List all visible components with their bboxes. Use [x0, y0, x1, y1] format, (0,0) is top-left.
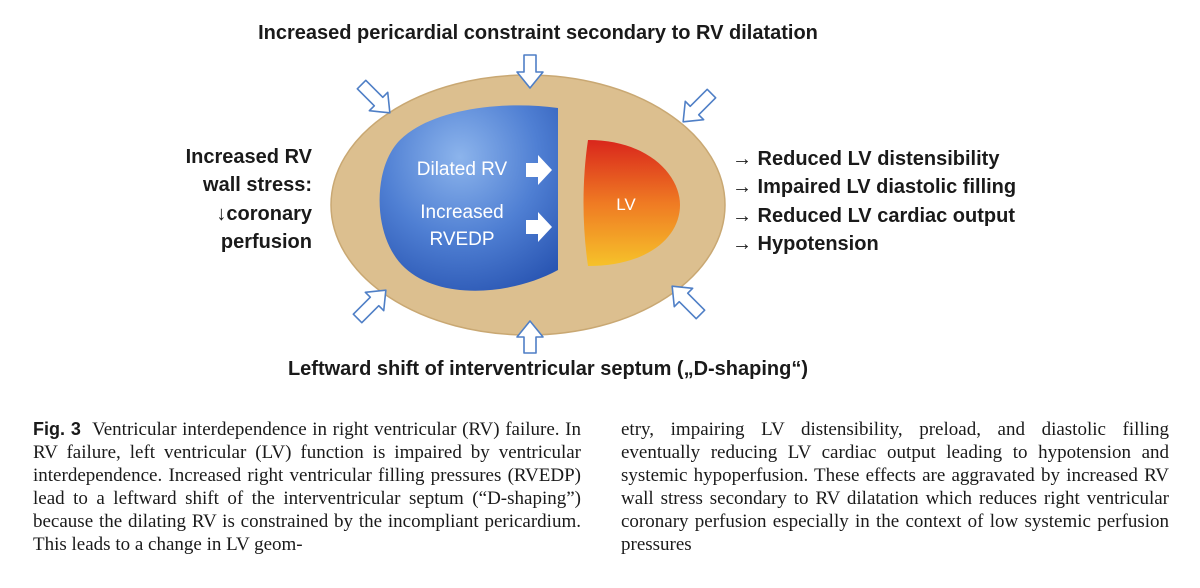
effect-item-2: → Impaired LV diastolic filling: [732, 176, 1016, 198]
arrow-lower-left-icon: [352, 289, 387, 324]
figure-label: Fig. 3: [33, 419, 81, 439]
left-text-line-2: wall stress:: [202, 174, 312, 196]
effect-item-1: → Reduced LV distensibility: [732, 148, 1000, 170]
effect-item-4: → Hypotension: [732, 233, 879, 255]
rv-chamber: [379, 105, 558, 291]
rv-label-dilated: Dilated RV: [417, 159, 508, 180]
lv-chamber: [583, 140, 680, 266]
effect-item-3: → Reduced LV cardiac output: [732, 205, 1015, 227]
lv-label: LV: [616, 195, 636, 214]
left-text-line-1: Increased RV: [186, 146, 313, 168]
caption-left-column: Fig. 3 Ventricular interdependence in ri…: [33, 418, 581, 556]
rv-arrow-right-lower-icon: [526, 212, 552, 242]
top-label: Increased pericardial constraint seconda…: [258, 22, 818, 44]
arrow-upper-right-icon: [682, 88, 717, 123]
rv-label-rvedp: RVEDP: [429, 229, 494, 250]
rv-arrow-right-upper-icon: [526, 155, 552, 185]
arrow-down-top-icon: [516, 54, 544, 89]
arrow-upper-left-icon: [356, 79, 391, 114]
rv-label-increased: Increased: [420, 202, 503, 223]
caption-right-column: etry, impairing LV distensibility, prelo…: [621, 418, 1169, 556]
arrow-lower-right-icon: [671, 285, 706, 320]
left-text-line-4: perfusion: [221, 231, 312, 253]
bottom-label: Leftward shift of interventricular septu…: [288, 358, 808, 380]
caption-right-text: etry, impairing LV distensibility, prelo…: [621, 419, 1169, 555]
arrow-up-bottom-icon: [516, 320, 544, 354]
caption-left-text: Ventricular interdependence in right ven…: [33, 419, 581, 555]
left-text-line-3: ↓coronary: [216, 203, 312, 225]
